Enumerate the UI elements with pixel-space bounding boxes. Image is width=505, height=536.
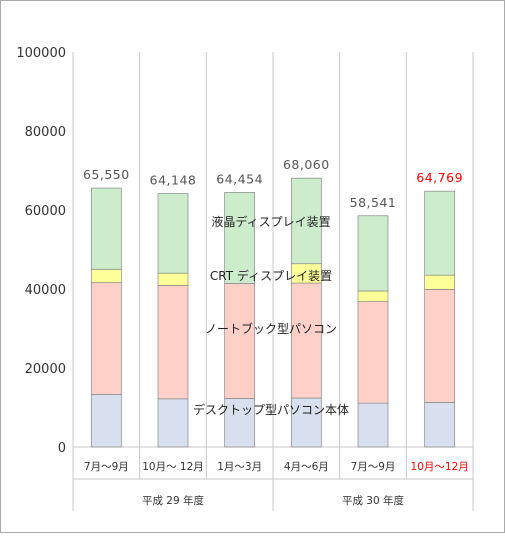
y-tick-label: 0 [58,441,66,456]
bar-segment [290,282,322,399]
bar-segment [424,402,456,448]
data-label-total: 68,060 [283,157,330,172]
group-label: 平成 29 年度 [142,494,205,507]
bar-segment [90,187,122,270]
y-tick-label: 20000 [25,362,66,377]
bar-segment [224,398,256,448]
bar-segment [157,193,189,274]
y-tick-label: 80000 [25,125,66,140]
y-tick-label: 60000 [25,204,66,219]
bar-segment [357,290,389,302]
bar-segment [424,274,456,290]
data-label-total: 64,769 [416,170,463,185]
data-label-total: 65,550 [83,167,130,182]
series-label: ノートブック型パソコン [205,321,337,336]
bar-segment [424,190,456,276]
data-label-total: 58,541 [350,195,397,210]
x-tick-label: 4月～6月 [284,461,329,473]
series-label: CRT ディスプレイ装置 [210,268,332,283]
bar-segment [424,289,456,403]
bar-segment [90,268,122,284]
x-tick-label: 10月～12月 [411,461,469,473]
bar-segment [90,282,122,395]
x-tick-label: 1月～3月 [217,461,262,473]
y-tick-label: 100000 [16,46,66,61]
bar-segment [157,285,189,400]
group-label: 平成 30 年度 [342,494,405,507]
bar-segment [157,272,189,286]
x-tick-label: 10月～ 12月 [142,461,204,473]
bar-segment [224,283,256,399]
x-tick-label: 7月～9月 [351,461,396,473]
data-label-total: 64,148 [150,173,197,188]
y-tick-label: 40000 [25,283,66,298]
bar-segment [357,215,389,292]
bar-segment [90,394,122,448]
bar-segment [357,301,389,404]
bar-segment [224,192,256,284]
bar-segment [357,402,389,448]
bar-segment [157,398,189,448]
series-label: 液晶ディスプレイ装置 [211,214,330,229]
series-label: デスクトップ型パソコン本体 [193,402,349,417]
bar-segment [290,177,322,265]
x-tick-label: 7月～9月 [84,461,129,473]
data-label-total: 64,454 [216,171,263,186]
